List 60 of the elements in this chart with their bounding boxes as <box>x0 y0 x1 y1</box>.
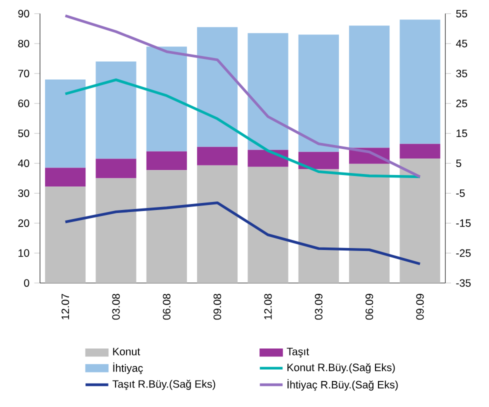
bar <box>197 27 238 147</box>
y2-tick-label: 35 <box>456 70 468 78</box>
legend-label: İhtiyaç <box>113 362 143 374</box>
bar <box>146 170 187 283</box>
bar <box>298 169 339 283</box>
y2-tick-label: 5 <box>456 160 462 168</box>
legend-label: Taşıt R.Büy.(Sağ Eks) <box>112 380 216 390</box>
y-tick-label: 0 <box>24 279 30 287</box>
y2-tick-label: -5 <box>456 190 465 197</box>
bar <box>96 62 136 159</box>
bar <box>298 34 339 152</box>
y2-tick-label: -15 <box>456 219 471 227</box>
x-tick-label: 09.09 <box>416 294 424 320</box>
bar <box>248 33 288 150</box>
legend-label: Taşıt <box>286 348 310 358</box>
y2-tick-label: 45 <box>456 40 468 48</box>
bar <box>96 158 136 178</box>
bar <box>349 164 390 283</box>
bar <box>248 150 288 167</box>
bar <box>197 146 238 166</box>
legend-label: Konut <box>113 348 140 356</box>
legend-label: İhtiyaç R.Büy.(Sağ Eks) <box>288 379 398 391</box>
y2-tick-label: 55 <box>456 10 468 18</box>
line-series <box>64 14 422 178</box>
y-tick-label: 10 <box>18 249 30 257</box>
x-tick-label: 09.08 <box>214 294 222 320</box>
bar <box>146 151 187 170</box>
bar <box>45 80 86 168</box>
x-tick-label: 03.09 <box>314 294 322 320</box>
x-tick-label: 12.08 <box>264 294 272 320</box>
line-series <box>64 201 422 266</box>
y2-tick-label: 15 <box>456 130 468 138</box>
bar <box>96 178 136 283</box>
x-tick-label: 06.08 <box>162 294 170 320</box>
x-tick-label: 06.09 <box>366 294 374 320</box>
y2-tick-label: -25 <box>456 249 471 257</box>
y-tick-label: 80 <box>18 40 30 48</box>
x-tick-label: 03.08 <box>112 294 120 320</box>
bar <box>146 46 187 152</box>
bar <box>298 152 339 170</box>
y-tick-label: 40 <box>18 160 30 168</box>
line-series <box>64 78 422 178</box>
y-tick-label: 70 <box>18 70 30 78</box>
x-tick-label: 12.07 <box>62 294 70 320</box>
legend-label: Konut R.Büy.(Sağ Eks) <box>287 363 395 374</box>
bar <box>45 186 86 283</box>
y-tick-label: 90 <box>18 10 30 18</box>
y-tick-label: 20 <box>18 219 30 227</box>
y-tick-label: 60 <box>18 100 30 108</box>
bar <box>197 165 238 283</box>
bar <box>248 166 288 283</box>
y2-tick-label: 25 <box>456 100 468 108</box>
bar <box>400 20 440 144</box>
bar <box>400 144 440 159</box>
y-tick-label: 30 <box>18 189 30 197</box>
bar <box>349 26 390 148</box>
bar <box>400 158 440 283</box>
y2-tick-label: -35 <box>456 279 471 287</box>
bar <box>45 168 86 187</box>
y-tick-label: 50 <box>18 130 30 138</box>
